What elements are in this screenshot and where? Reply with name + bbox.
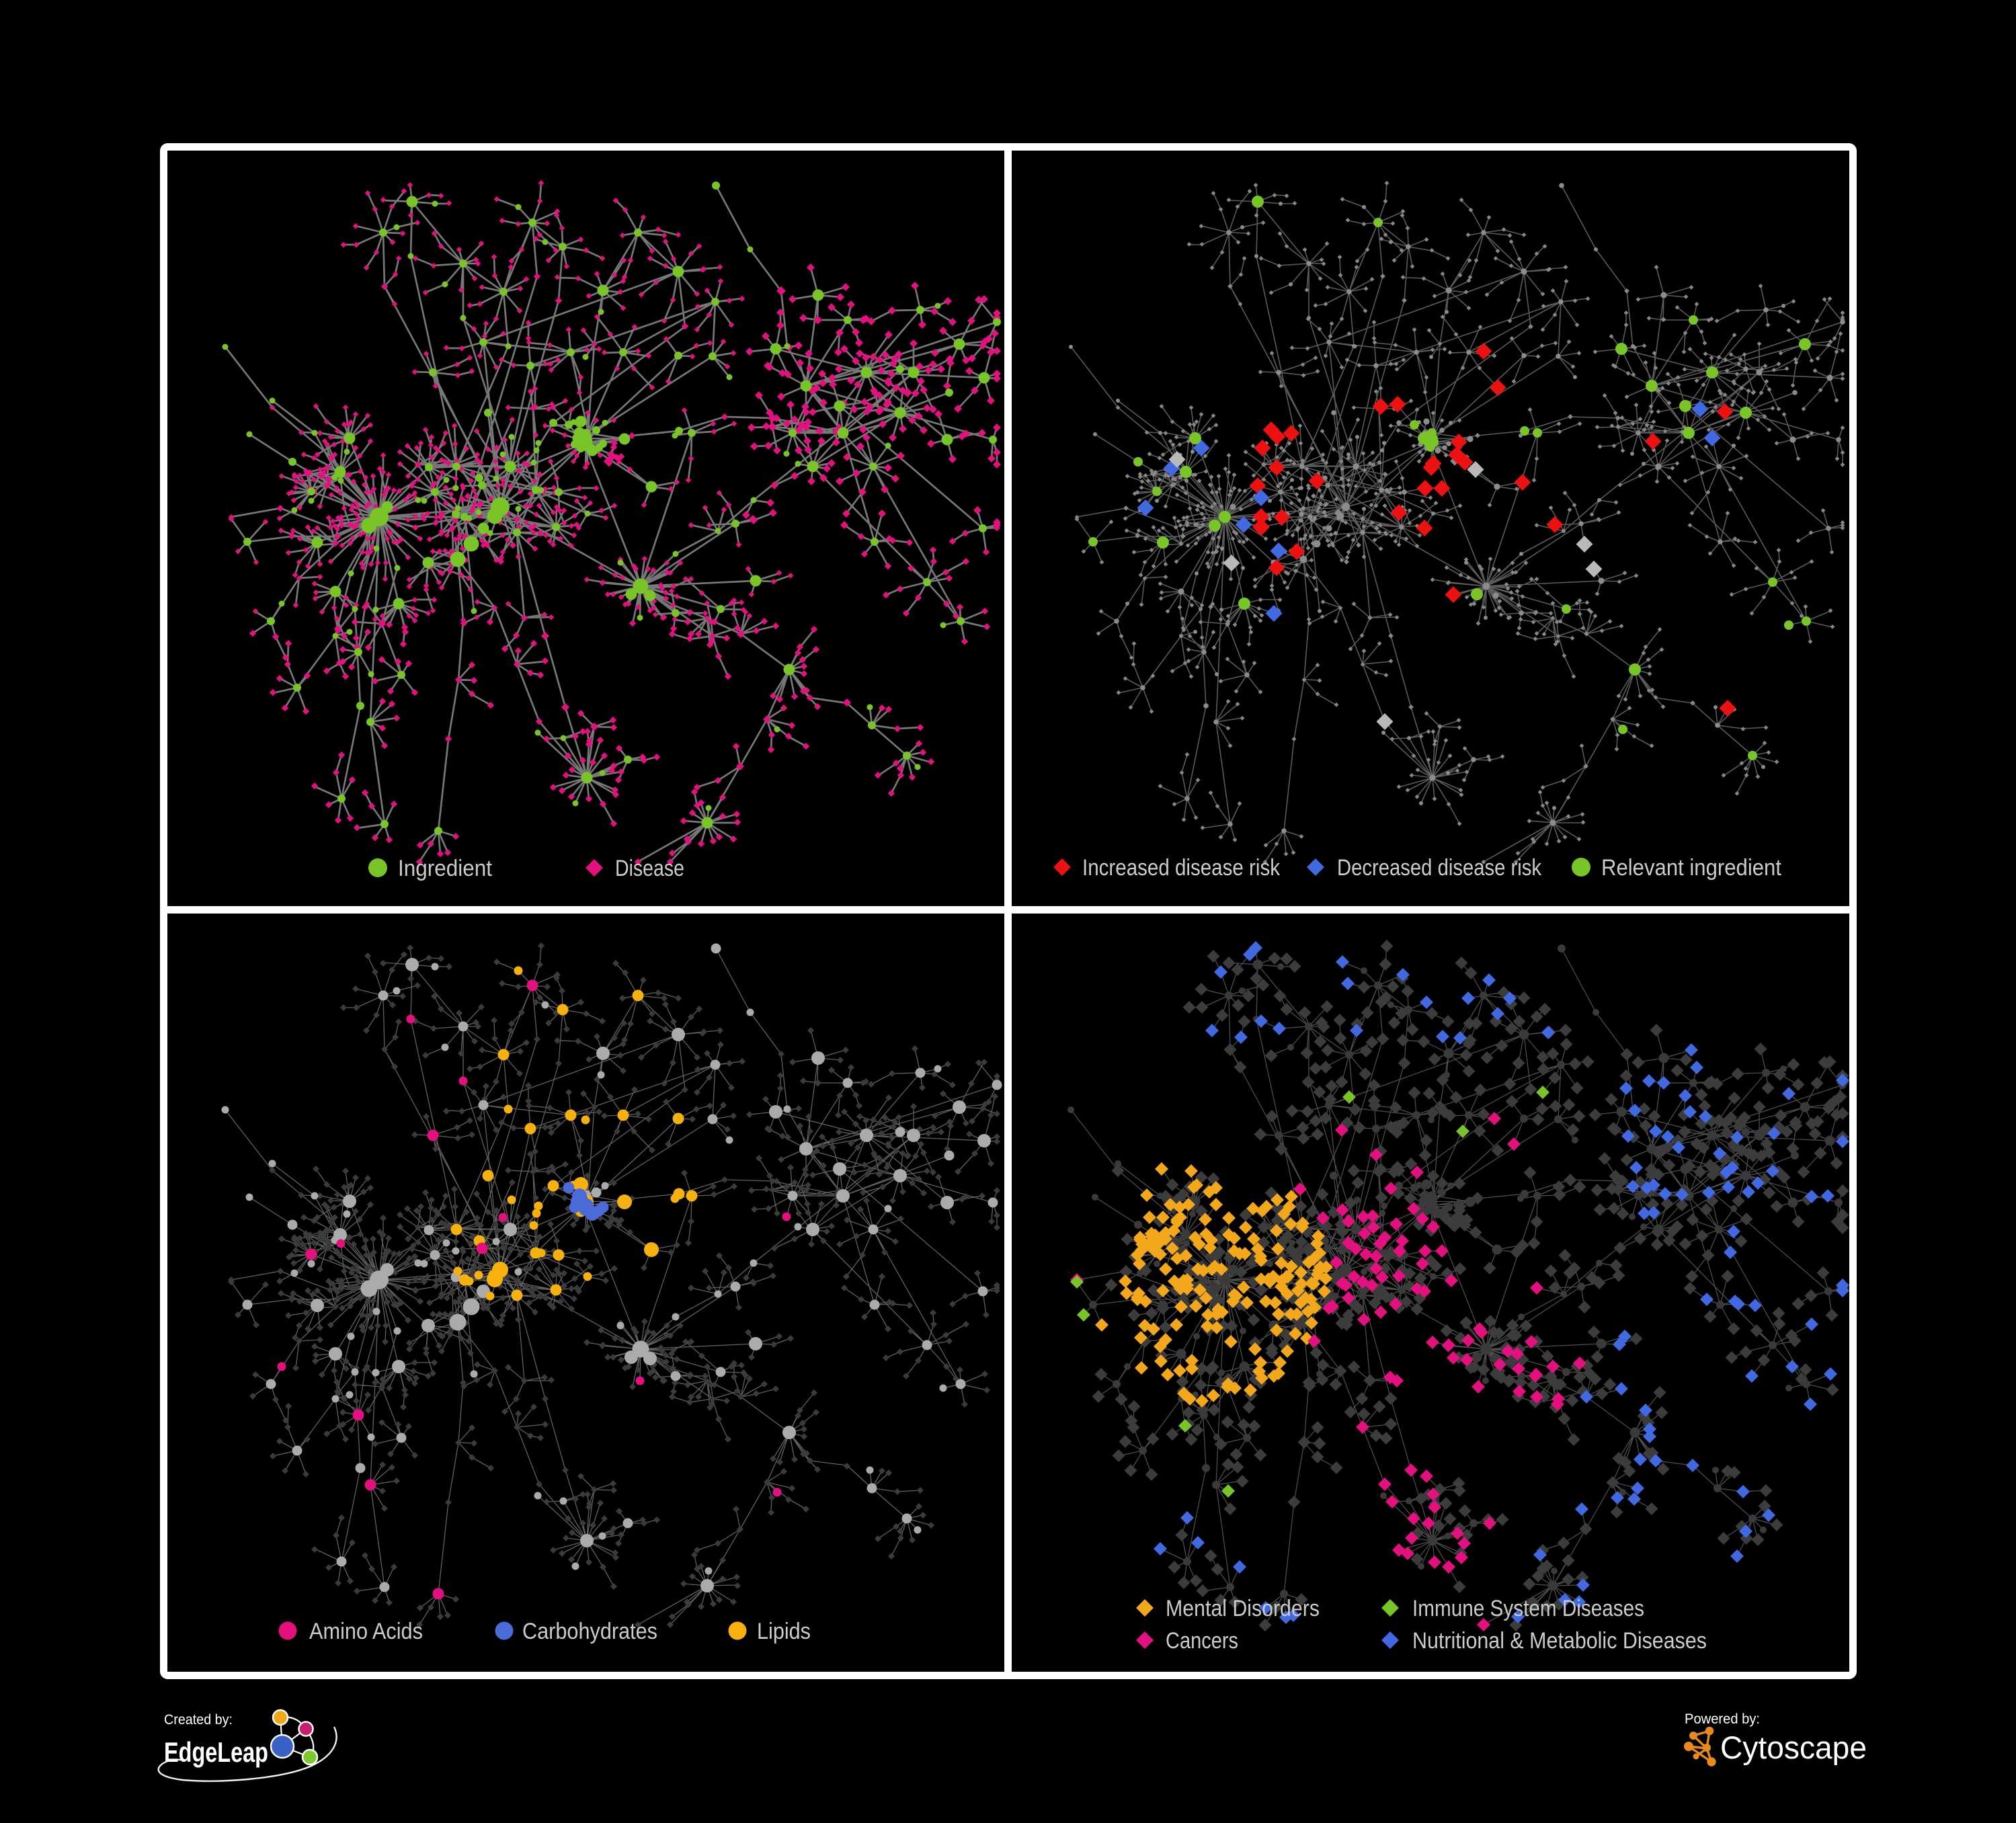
svg-text:Increased disease risk: Increased disease risk <box>1082 855 1281 881</box>
svg-text:Ingredient: Ingredient <box>398 856 493 881</box>
svg-text:Carbohydrates: Carbohydrates <box>522 1619 657 1644</box>
svg-text:Decreased disease risk: Decreased disease risk <box>1337 855 1542 881</box>
svg-text:EdgeLeap: EdgeLeap <box>164 1736 268 1768</box>
svg-text:Amino Acids: Amino Acids <box>309 1619 423 1644</box>
svg-text:Powered by:: Powered by: <box>1685 1711 1760 1727</box>
svg-text:Created by:: Created by: <box>164 1712 233 1728</box>
svg-text:Disease: Disease <box>615 856 684 881</box>
svg-text:Cancers: Cancers <box>1166 1628 1238 1654</box>
svg-text:Mental Disorders: Mental Disorders <box>1166 1596 1320 1621</box>
svg-text:Immune System Diseases: Immune System Diseases <box>1412 1596 1644 1621</box>
svg-text:Lipids: Lipids <box>757 1619 811 1644</box>
svg-text:Cytoscape: Cytoscape <box>1720 1730 1867 1765</box>
svg-text:Relevant ingredient: Relevant ingredient <box>1601 855 1782 881</box>
svg-text:Nutritional & Metabolic Diseas: Nutritional & Metabolic Diseases <box>1412 1628 1707 1654</box>
